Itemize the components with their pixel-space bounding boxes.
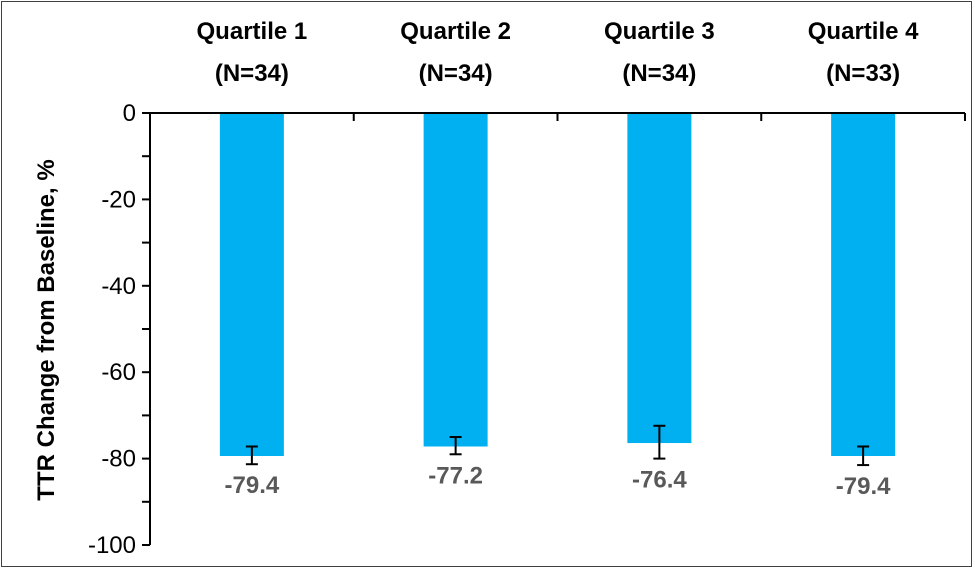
y-tick-label: -80 <box>101 446 136 473</box>
bar-1 <box>219 114 284 457</box>
data-label-3: -76.4 <box>632 467 687 494</box>
data-labels: -79.4 -77.2 -76.4 -79.4 <box>225 462 892 500</box>
bars <box>219 114 896 457</box>
category-label-1: Quartile 1 <box>197 18 308 45</box>
y-tick-label: -100 <box>88 532 136 559</box>
category-count-3: (N=34) <box>622 60 696 87</box>
category-label-3: Quartile 3 <box>604 18 715 45</box>
category-labels: Quartile 1 (N=34) Quartile 2 (N=34) Quartile… <box>197 18 920 87</box>
data-label-4: -79.4 <box>836 473 891 500</box>
category-count-4: (N=33) <box>826 60 900 87</box>
y-tick-label: -40 <box>101 273 136 300</box>
y-tick-label: 0 <box>123 100 136 127</box>
category-count-1: (N=34) <box>215 60 289 87</box>
bar-2 <box>423 114 488 447</box>
bar-3 <box>627 114 692 444</box>
bar-4 <box>831 114 896 457</box>
y-axis: 0 -20 -40 -60 -80 -100 <box>88 100 151 559</box>
category-label-2: Quartile 2 <box>400 18 511 45</box>
data-label-2: -77.2 <box>428 462 483 489</box>
error-bars <box>245 424 870 467</box>
x-axis <box>149 112 966 121</box>
y-tick-label: -60 <box>101 359 136 386</box>
category-label-4: Quartile 4 <box>808 18 919 45</box>
y-axis-title: TTR Change from Baseline, % <box>33 159 60 500</box>
data-label-1: -79.4 <box>225 472 280 499</box>
y-tick-label: -20 <box>101 186 136 213</box>
category-count-2: (N=34) <box>419 60 493 87</box>
